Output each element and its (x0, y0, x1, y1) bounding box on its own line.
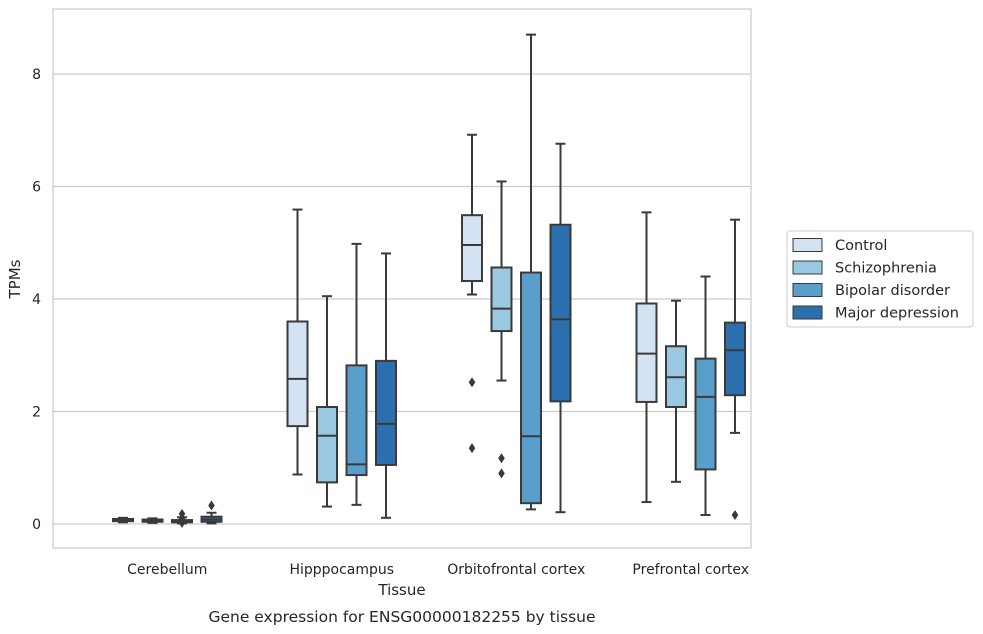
outlier-marker (498, 468, 505, 479)
box-group (316, 295, 338, 508)
box-group (694, 275, 717, 516)
box (724, 321, 746, 397)
box-group (286, 208, 309, 476)
legend-swatch (792, 260, 823, 275)
grid-lines (53, 73, 751, 525)
box-group (520, 33, 542, 511)
y-tick-label: 0 (32, 517, 41, 533)
outlier-marker (468, 377, 476, 388)
box-group (345, 242, 368, 506)
legend-swatch (792, 238, 823, 252)
outlier-marker (468, 443, 476, 454)
outlier-marker (208, 500, 215, 511)
x-axis-title: Tissue (377, 581, 425, 599)
y-tick-label: 6 (32, 180, 41, 196)
x-tick-label: Cerebellum (127, 562, 207, 578)
legend: Control Schizophrenia Bipolar disorder Majo… (786, 230, 974, 328)
box-group (112, 516, 134, 524)
box (461, 214, 483, 282)
y-tick-label: 2 (32, 405, 41, 421)
x-tick-label: Orbitofrontal cortex (447, 562, 585, 578)
y-tick-labels: 0 2 4 6 8 (32, 67, 41, 533)
x-tick-label: Prefrontal cortex (632, 562, 749, 578)
legend-frame (786, 230, 974, 328)
box-group (665, 299, 687, 483)
box-group (200, 500, 223, 525)
x-tick-labels: Cerebellum Hipppocampus Orbitofrontal cort… (127, 562, 749, 578)
outlier-marker (178, 517, 186, 528)
box-group (724, 218, 746, 520)
legend-label: Major depression (835, 306, 959, 322)
box-group (141, 517, 164, 524)
outlier-marker (498, 453, 505, 464)
box (549, 223, 572, 403)
y-axis-title: TPMs (6, 259, 24, 299)
legend-label: Control (835, 238, 887, 254)
y-tick-label: 8 (32, 67, 41, 83)
box-group (171, 508, 193, 528)
box (520, 271, 542, 505)
box (694, 357, 717, 471)
legend-swatch (792, 283, 823, 297)
chart-caption: Gene expression for ENSG00000182255 by t… (208, 608, 595, 626)
x-tick-label: Hipppocampus (289, 562, 394, 578)
box-group (635, 211, 658, 504)
box-layer (112, 33, 746, 528)
box (345, 364, 368, 477)
plot-frame (52, 8, 752, 549)
box-group (549, 142, 572, 514)
box-group (490, 180, 513, 479)
box (316, 406, 338, 484)
box-group (375, 252, 397, 519)
outlier-marker (731, 510, 739, 520)
legend-swatch (792, 305, 823, 320)
y-tick-label: 4 (32, 292, 41, 308)
box (286, 320, 309, 428)
box (375, 359, 397, 466)
box (490, 266, 513, 333)
legend-label: Schizophrenia (835, 261, 937, 277)
box-group (461, 133, 483, 454)
legend-label: Bipolar disorder (835, 283, 950, 299)
